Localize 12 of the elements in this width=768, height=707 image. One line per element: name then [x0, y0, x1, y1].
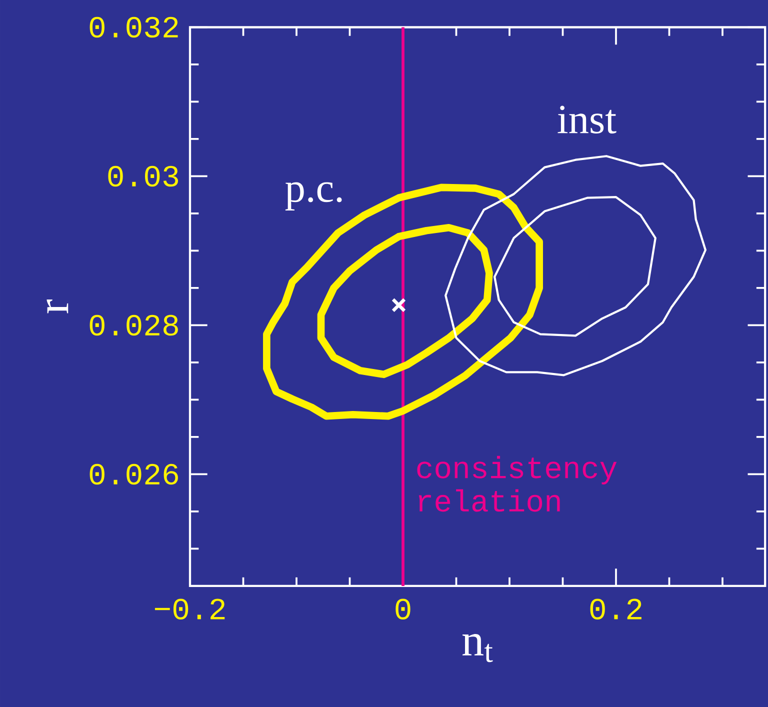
y-tick-label: 0.032: [90, 16, 178, 38]
y-tick-label: 0.03: [108, 166, 178, 187]
annotation: p.c.: [285, 182, 342, 210]
y-tick-label: 0.028: [90, 314, 178, 336]
annotation: inst: [558, 106, 616, 134]
x-tick-label: −0.2: [154, 598, 225, 620]
x-tick-label: 0.2: [590, 598, 642, 620]
x-axis-title: n$_{t}$: [462, 634, 493, 662]
ref-line-label: consistency relation: [417, 456, 617, 512]
y-tick-label: 0.026: [90, 464, 178, 485]
y-axis-title: r: [46, 299, 68, 314]
x-tick-label: 0: [396, 598, 410, 620]
